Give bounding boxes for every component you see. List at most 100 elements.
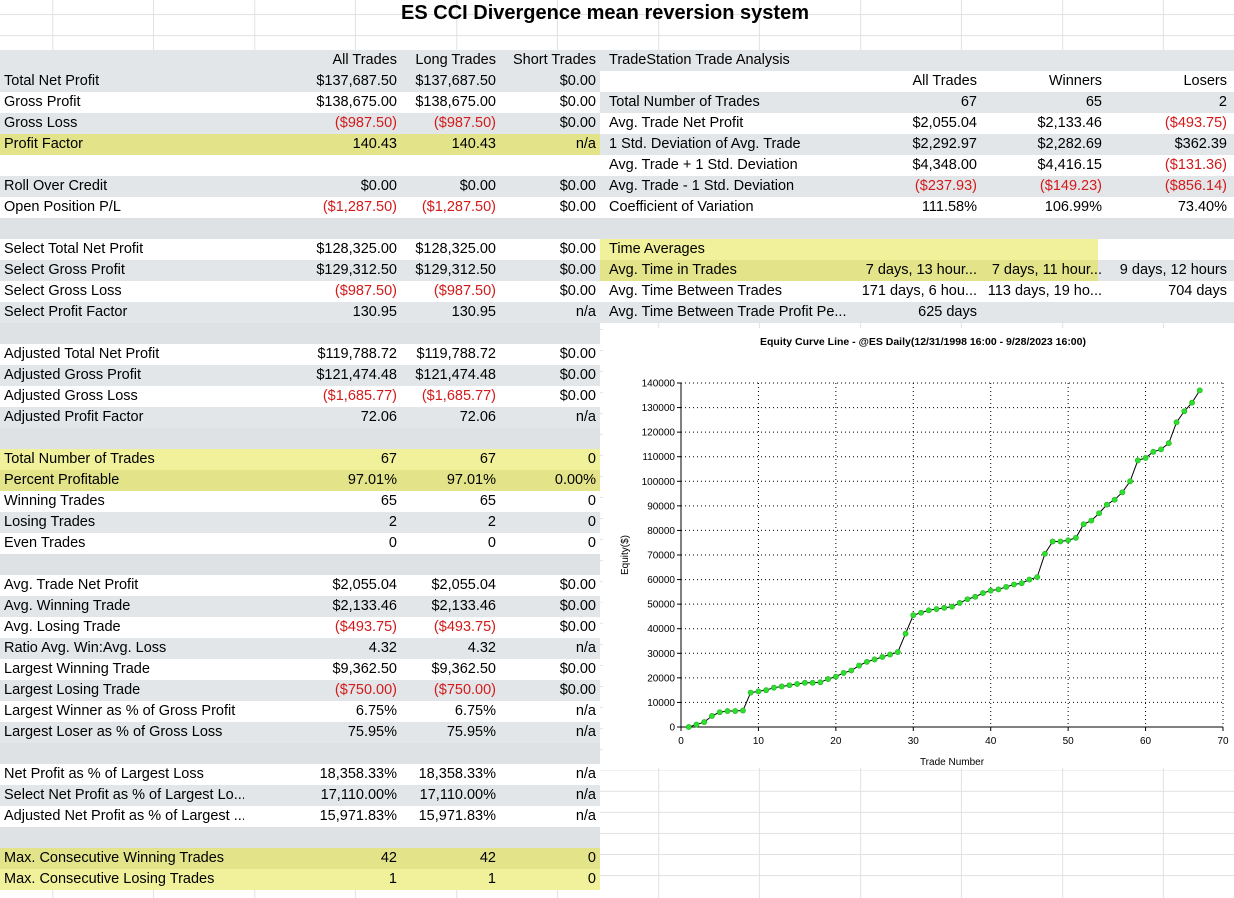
- y-tick-label: 70000: [647, 551, 675, 562]
- header-short-trades: Short Trades: [512, 52, 596, 68]
- analysis-cell: $362.39: [1174, 136, 1227, 152]
- stats-row: Losing Trades 2 2 0: [0, 512, 600, 533]
- stats-cell: ($493.75): [334, 619, 397, 635]
- analysis-cell: 73.40%: [1177, 199, 1227, 215]
- y-tick-label: 0: [669, 723, 675, 734]
- stats-cell: 42: [380, 850, 397, 866]
- stats-row-label: Gross Loss: [4, 115, 78, 131]
- equity-point: [685, 724, 692, 730]
- y-tick-label: 110000: [642, 452, 675, 463]
- stats-row: Total Number of Trades 67 67 0: [0, 449, 600, 470]
- stats-cell: 140.43: [352, 136, 397, 152]
- stats-cell: n/a: [575, 724, 596, 740]
- stats-cell: $119,788.72: [416, 346, 496, 362]
- page-title: ES CCI Divergence mean reversion system: [401, 2, 809, 24]
- analysis-cell: $2,292.97: [912, 136, 977, 152]
- stats-cell: ($987.50): [433, 115, 496, 131]
- analysis-cell: ($493.75): [1164, 115, 1227, 131]
- stats-cell: 2: [388, 514, 397, 530]
- stats-cell: 0: [587, 514, 596, 530]
- y-tick-label: 80000: [647, 526, 675, 537]
- stats-cell: 130.95: [451, 304, 496, 320]
- stats-cell: 6.75%: [454, 703, 496, 719]
- equity-point: [747, 689, 754, 696]
- stats-row: Avg. Losing Trade ($493.75) ($493.75) $0.00: [0, 617, 600, 638]
- stats-row-label: Largest Losing Trade: [4, 682, 141, 698]
- y-tick-label: 140000: [642, 379, 676, 390]
- stats-cell: 6.75%: [355, 703, 397, 719]
- stats-row: Adjusted Net Profit as % of Largest ... 1…: [0, 806, 600, 827]
- stats-cell: n/a: [575, 304, 596, 320]
- stats-cell: ($987.50): [334, 283, 397, 299]
- highlight: [600, 239, 1098, 260]
- stats-row: Largest Winning Trade $9,362.50 $9,362.50 $…: [0, 659, 600, 680]
- stats-cell: ($1,287.50): [421, 199, 496, 215]
- equity-point: [1127, 478, 1133, 485]
- stats-cell: $2,133.46: [431, 598, 496, 614]
- stats-cell: $0.00: [559, 73, 596, 89]
- stats-cell: 140.43: [451, 136, 496, 152]
- stats-cell: $0.00: [559, 178, 596, 194]
- stats-row-label: Largest Winning Trade: [4, 661, 150, 677]
- analysis-row-label: Time Averages: [609, 241, 705, 257]
- x-tick-label: 30: [908, 736, 920, 747]
- stats-cell: ($750.00): [334, 682, 397, 698]
- equity-point: [763, 687, 770, 694]
- stats-cell: 0: [587, 535, 596, 551]
- stats-row-label: Roll Over Credit: [4, 178, 108, 194]
- stats-row: Gross Loss ($987.50) ($987.50) $0.00: [0, 113, 600, 134]
- equity-point: [956, 600, 963, 606]
- analysis-cell: $2,282.69: [1037, 136, 1102, 152]
- header-winners: Winners: [1048, 73, 1102, 89]
- equity-point: [949, 603, 955, 610]
- analysis-cell: 106.99%: [1044, 199, 1102, 215]
- stats-cell: $0.00: [559, 262, 596, 278]
- stats-cell: 0: [587, 850, 596, 866]
- stats-row-label: Losing Trades: [4, 514, 96, 530]
- stats-row: Percent Profitable 97.01% 97.01% 0.00%: [0, 470, 600, 491]
- y-tick-label: 40000: [647, 624, 675, 635]
- stats-row-label: Open Position P/L: [4, 199, 121, 215]
- stats-cell: n/a: [575, 136, 596, 152]
- stats-row: [0, 743, 600, 764]
- analysis-cell: 2: [1218, 94, 1227, 110]
- stats-cell: 75.95%: [446, 724, 496, 740]
- analysis-row: Avg. Time in Trades 7 days, 13 hour... 7 d…: [600, 260, 1234, 281]
- stats-row-label: Even Trades: [4, 535, 86, 551]
- stats-row-label: Select Gross Loss: [4, 283, 122, 299]
- stats-row: Avg. Winning Trade $2,133.46 $2,133.46 $0.0…: [0, 596, 600, 617]
- equity-point: [856, 662, 862, 669]
- stats-cell: 4.32: [467, 640, 496, 656]
- analysis-row-label: Avg. Trade + 1 Std. Deviation: [609, 157, 798, 173]
- stats-cell: 0.00%: [554, 472, 596, 488]
- equity-point: [778, 683, 785, 690]
- stats-row: Adjusted Profit Factor 72.06 72.06 n/a: [0, 407, 600, 428]
- stats-row-label: Largest Winner as % of Gross Profit: [4, 703, 236, 719]
- y-tick-label: 120000: [642, 428, 676, 439]
- analysis-cell: $4,416.15: [1037, 157, 1102, 173]
- equity-point: [1003, 584, 1010, 590]
- stats-cell: $0.00: [459, 178, 496, 194]
- analysis-cell: $4,348.00: [912, 157, 977, 173]
- analysis-row: Total Number of Trades 67 65 2: [600, 92, 1234, 113]
- stats-cell: 18,358.33%: [319, 766, 397, 782]
- analysis-row-label: Avg. Time Between Trades: [609, 283, 783, 299]
- stats-cell: $2,055.04: [332, 577, 397, 593]
- equity-point: [724, 708, 731, 714]
- equity-point: [1096, 510, 1103, 517]
- analysis-cell: 9 days, 12 hours: [1119, 262, 1227, 278]
- stats-row: [0, 428, 600, 449]
- analysis-cell: ($237.93): [914, 178, 977, 194]
- stats-row: Select Total Net Profit $128,325.00 $128,3…: [0, 239, 600, 260]
- equity-point: [871, 656, 878, 663]
- stats-row-label: Avg. Winning Trade: [4, 598, 131, 614]
- stats-cell: $0.00: [559, 388, 596, 404]
- equity-point: [825, 676, 832, 682]
- stats-row-label: Gross Profit: [4, 94, 81, 110]
- stats-cell: 42: [479, 850, 496, 866]
- stats-cell: ($493.75): [433, 619, 496, 635]
- y-tick-label: 100000: [642, 477, 676, 488]
- analysis-cell: 67: [960, 94, 977, 110]
- stats-cell: n/a: [575, 409, 596, 425]
- stats-row: Select Net Profit as % of Largest Lo... 1…: [0, 785, 600, 806]
